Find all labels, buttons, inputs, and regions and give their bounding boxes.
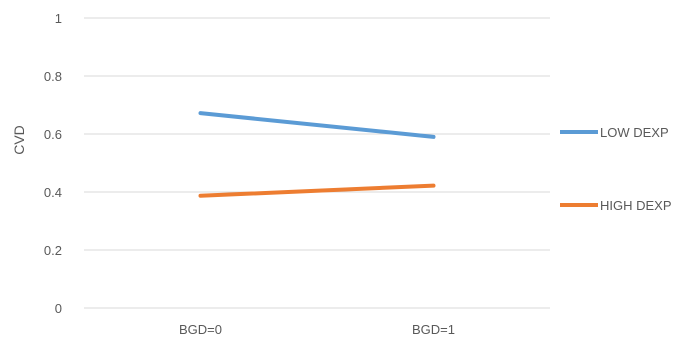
series-lines [198,111,436,198]
legend-label: HIGH DEXP [600,198,672,213]
y-tick-label: 0.6 [44,127,62,142]
y-tick-label: 0 [55,301,62,316]
y-tick-label: 0.4 [44,185,62,200]
legend-label: LOW DEXP [600,125,669,140]
y-tick-label: 0.2 [44,243,62,258]
gridlines [84,17,550,309]
y-axis-label: CVD [11,125,27,155]
series-line-low-dexp [198,111,436,139]
series-line-high-dexp [198,183,436,198]
y-tick-label: 1 [55,11,62,26]
legend: LOW DEXP HIGH DEXP [560,125,672,213]
y-tick-label: 0.8 [44,69,62,84]
x-axis-tick-labels: BGD=0 BGD=1 [179,322,455,337]
y-axis-tick-labels: 0 0.2 0.4 0.6 0.8 1 [44,11,62,316]
x-tick-label: BGD=1 [412,322,455,337]
x-tick-label: BGD=0 [179,322,222,337]
